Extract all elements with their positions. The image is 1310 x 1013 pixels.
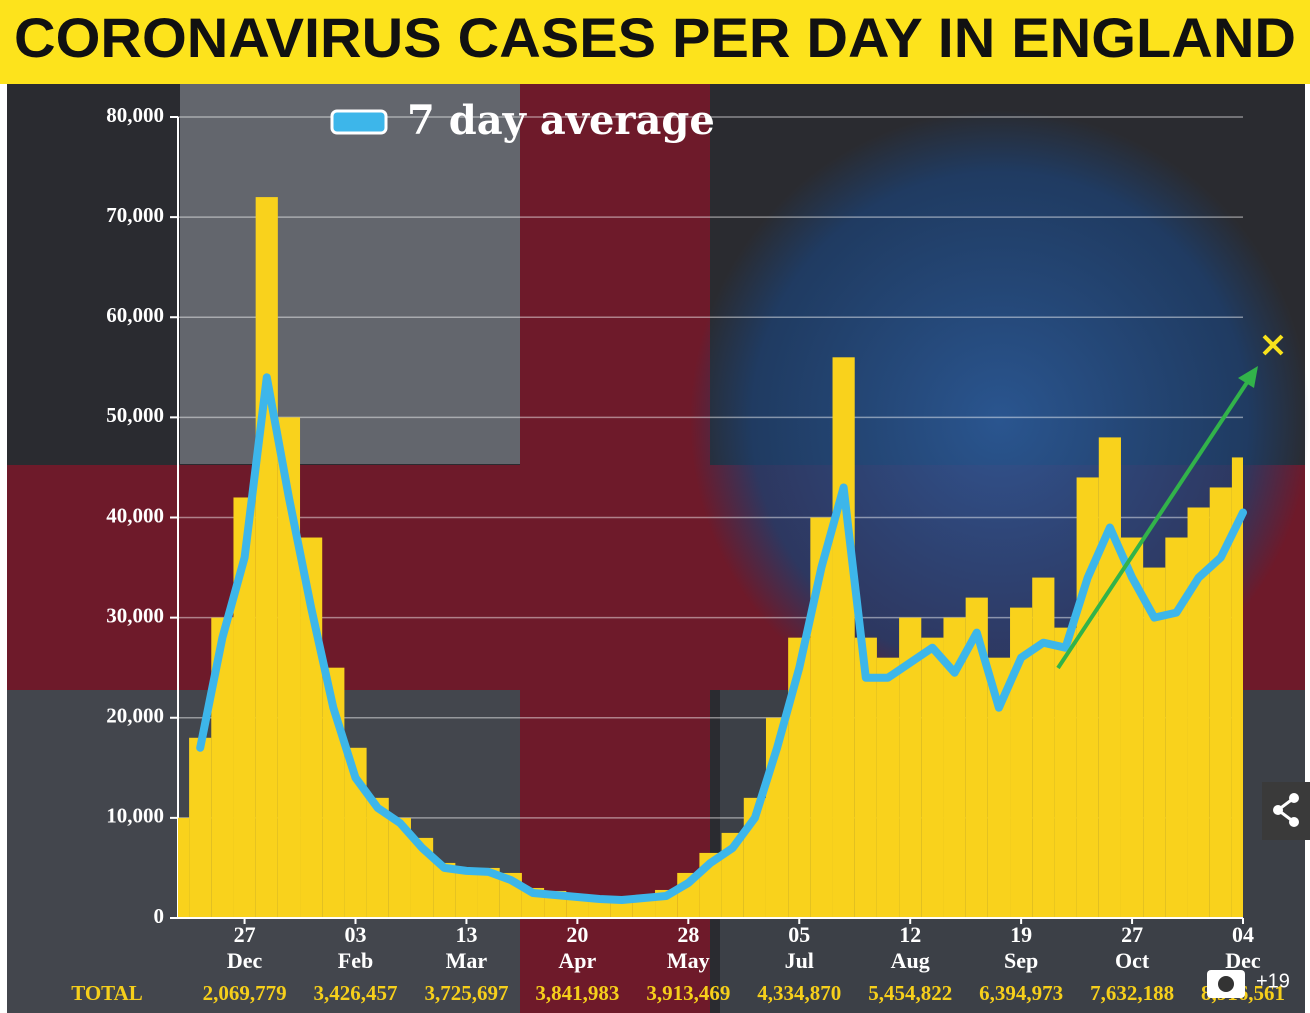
total-value: 4,334,870: [757, 981, 841, 1005]
bar: [921, 638, 943, 918]
bar: [1032, 578, 1054, 918]
x-tick-label: 13: [455, 922, 477, 947]
total-value: 3,913,469: [646, 981, 730, 1005]
y-tick-label: 20,000: [106, 704, 164, 728]
y-tick-label: 50,000: [106, 403, 164, 427]
x-tick-label: 03: [345, 922, 367, 947]
y-tick-label: 70,000: [106, 203, 164, 227]
legend-label: 7 day average: [407, 97, 715, 144]
chart-title: CORONAVIRUS CASES PER DAY IN ENGLAND: [14, 6, 1296, 69]
bar: [1054, 628, 1076, 918]
x-tick-label: 04: [1232, 922, 1254, 947]
x-tick-label: 05: [788, 922, 810, 947]
total-value: 6,394,973: [979, 981, 1063, 1005]
bar: [877, 658, 899, 918]
bar: [178, 818, 189, 918]
legend-swatch: [332, 111, 386, 133]
x-tick-label: Feb: [338, 948, 373, 973]
x-tick-label: Sep: [1004, 948, 1038, 973]
x-tick-label: May: [667, 948, 710, 973]
bar: [455, 868, 477, 918]
y-tick-label: 0: [154, 904, 165, 928]
x-tick-label: Aug: [891, 948, 930, 973]
x-tick-label: Apr: [558, 948, 596, 973]
bar: [833, 357, 855, 918]
bar: [189, 738, 211, 918]
total-value: 5,454,822: [868, 981, 952, 1005]
total-value: 2,069,779: [203, 981, 287, 1005]
x-tick-label: 12: [899, 922, 921, 947]
y-tick-label: 40,000: [106, 503, 164, 527]
x-tick-label: 20: [566, 922, 588, 947]
x-tick-label: Oct: [1115, 948, 1150, 973]
x-tick-label: 28: [677, 922, 699, 947]
y-tick-label: 30,000: [106, 603, 164, 627]
x-tick-label: 19: [1010, 922, 1032, 947]
share-button[interactable]: [1262, 782, 1310, 840]
x-tick-label: Jul: [785, 948, 814, 973]
total-value: 7,632,188: [1090, 981, 1174, 1005]
bar: [1099, 437, 1121, 918]
bar: [256, 197, 278, 918]
y-tick-label: 80,000: [106, 103, 164, 127]
x-tick-label: Dec: [227, 948, 263, 973]
y-tick-label: 60,000: [106, 303, 164, 327]
photo-count: +19: [1256, 970, 1290, 992]
total-label: TOTAL: [71, 981, 143, 1005]
total-value: 3,426,457: [314, 981, 398, 1005]
y-tick-label: 10,000: [106, 804, 164, 828]
chart: CORONAVIRUS CASES PER DAY IN ENGLAND 0 10…: [0, 0, 1310, 1013]
total-value: 3,725,697: [424, 981, 508, 1005]
x-tick-label: 27: [234, 922, 256, 947]
total-value: 3,841,983: [535, 981, 619, 1005]
bar: [1077, 477, 1099, 918]
x-tick-label: Mar: [446, 948, 488, 973]
x-tick-label: 27: [1121, 922, 1143, 947]
